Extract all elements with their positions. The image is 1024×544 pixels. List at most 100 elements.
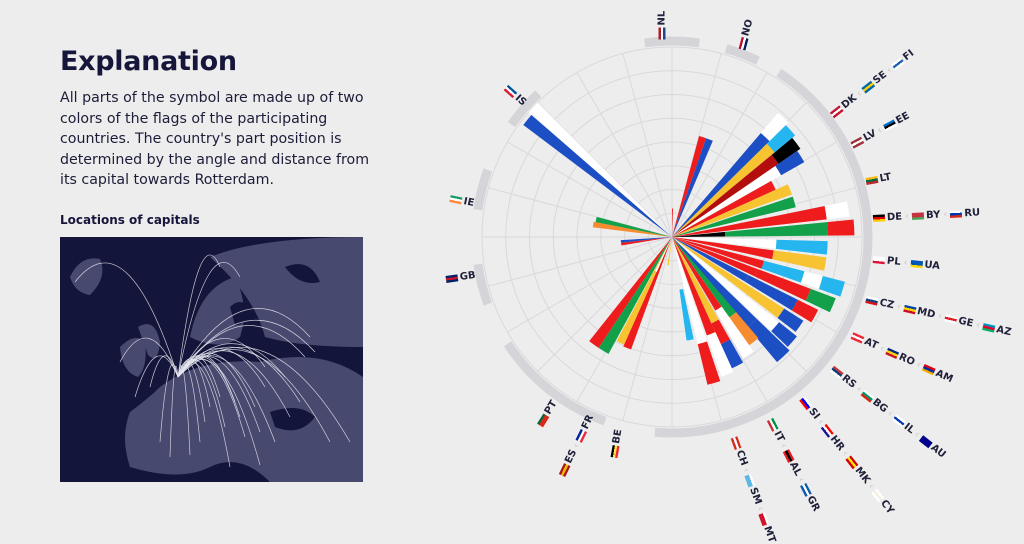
wedge-segment [775, 150, 805, 176]
wedge-segment [761, 260, 805, 283]
wedge-segment [800, 271, 823, 290]
wedge-segment [771, 137, 801, 164]
ring-arc [724, 44, 760, 65]
capital-arc [119, 337, 179, 378]
wedge-segment [672, 184, 792, 237]
wedge-segment [672, 237, 716, 336]
wedge-segment [528, 102, 672, 237]
wedge-segment [672, 237, 719, 324]
wedge-segment [805, 288, 836, 313]
wedge-segment [589, 237, 672, 348]
flag-sm-icon [744, 473, 755, 488]
flag-az-icon [982, 323, 996, 333]
chevron-icon: ‹ [895, 301, 902, 313]
explanation-text: All parts of the symbol are made up of t… [60, 90, 370, 188]
flag-ro-icon [885, 347, 899, 359]
wedge-segment [754, 268, 811, 301]
chevron-icon: ‹ [902, 257, 909, 269]
flag-pl-icon [872, 256, 886, 265]
wedge-segment [747, 318, 790, 363]
chevron-icon: ‹ [974, 319, 982, 332]
flag-lt-icon [865, 175, 879, 185]
flag-gr-icon [799, 482, 812, 497]
wedge-segment [616, 237, 672, 345]
wedge-segment [729, 312, 759, 346]
wedge-segment [775, 239, 828, 255]
wedge-segment [672, 208, 673, 237]
wedge-segment [667, 237, 672, 266]
capital-arc [134, 355, 179, 398]
flag-it-icon [766, 417, 779, 432]
wedge-segment [655, 237, 672, 272]
wedge-segment [672, 132, 770, 237]
chevron-icon: ‹ [936, 310, 944, 323]
wedge-segment [672, 237, 737, 318]
wedge-segment [740, 296, 780, 332]
flag-by-icon [911, 212, 925, 220]
capital-arc [177, 254, 221, 378]
wedge-segment [672, 205, 827, 237]
wedge-segment [620, 237, 672, 243]
grid-spoke [671, 236, 768, 402]
wedge-segment [672, 237, 707, 345]
land-shapes [70, 237, 363, 482]
wedge-segment [771, 322, 797, 347]
wedge-segment [672, 237, 757, 328]
wedge-segment [621, 237, 672, 246]
ring-arc [644, 36, 700, 48]
grid-spoke [537, 236, 673, 372]
flag-ie-icon [449, 195, 463, 205]
wedge-segment [672, 237, 749, 282]
wedge-segment [744, 275, 798, 311]
wedge-segment [818, 276, 845, 297]
wedge-segment [706, 332, 734, 377]
grid-spoke [488, 187, 673, 238]
ring-arcs [473, 36, 873, 438]
ring-arc [503, 341, 607, 426]
wedge-segment [672, 180, 776, 237]
capital-arc [169, 365, 179, 458]
flag-mt-icon [758, 512, 770, 526]
flag-ru-icon [950, 210, 963, 218]
flag-no-icon [738, 37, 749, 51]
wedge-segment [672, 237, 758, 277]
capital-arc [74, 262, 179, 378]
wedge-segment [672, 237, 777, 249]
wedge-segment [724, 222, 828, 237]
wedge-segment [672, 231, 726, 237]
map-title: Locations of capitals [60, 213, 200, 227]
wedge-segment [672, 237, 745, 290]
wedge-segment [697, 341, 721, 385]
wedge-segment [598, 237, 672, 354]
capital-arcs [74, 254, 351, 468]
wedge-segment [523, 114, 672, 237]
flag-ua-icon [910, 259, 923, 269]
country-code: GB [459, 269, 477, 283]
wedge-segment [595, 216, 672, 237]
wedge-segment [772, 250, 827, 271]
wedge-segment [827, 219, 855, 236]
grid-spoke [622, 53, 673, 238]
flag-ge-icon [943, 314, 958, 324]
ring-arc [761, 68, 873, 415]
wedge-segment [672, 196, 796, 237]
country-code: LT [878, 171, 893, 185]
wedge-segment [672, 237, 722, 311]
capital-arc [177, 338, 266, 378]
wedge-segment [739, 282, 785, 318]
ring-arc [473, 168, 493, 211]
wedge-segment [777, 308, 804, 332]
wedge-segment [679, 289, 694, 341]
flag-am-icon [921, 364, 936, 376]
ring-arc [507, 90, 542, 128]
grid-spoke [488, 236, 673, 287]
wedge-segment [731, 332, 754, 359]
wedge-segment [715, 306, 741, 339]
wedge-segment [672, 237, 774, 260]
wedge-segment [720, 339, 744, 369]
country-code: PL [886, 255, 902, 268]
grid-spoke [507, 236, 673, 333]
ring-arc [654, 402, 773, 438]
country-code: BY [925, 209, 941, 222]
